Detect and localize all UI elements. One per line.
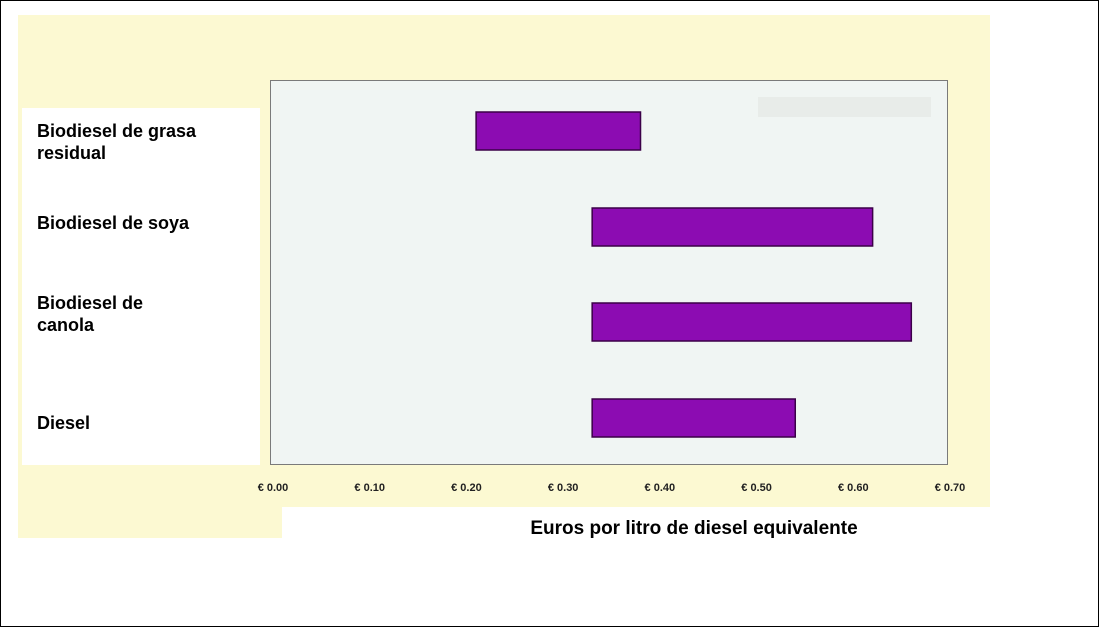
x-tick-label: € 0.10 <box>354 482 385 494</box>
x-tick-label: € 0.20 <box>451 482 482 494</box>
bar-1 <box>591 207 874 247</box>
slide-background-foot <box>18 505 282 538</box>
legend-placeholder <box>758 97 931 117</box>
bar-0 <box>475 111 642 151</box>
bar-3 <box>591 398 797 438</box>
category-label-soya: Biodiesel de soya <box>37 213 190 233</box>
x-tick-label: € 0.70 <box>935 482 966 494</box>
category-label-canola: Biodiesel de canola <box>37 293 144 335</box>
x-tick-label: € 0.30 <box>548 482 579 494</box>
x-tick-label: € 0.40 <box>645 482 676 494</box>
x-tick-label: € 0.00 <box>258 482 289 494</box>
x-tick-label: € 0.60 <box>838 482 869 494</box>
bar-2 <box>591 302 913 342</box>
x-tick-label: € 0.50 <box>741 482 772 494</box>
x-axis-label: Euros por litro de diesel equivalente <box>530 518 858 539</box>
category-label-grasa: Biodiesel de grasa residual <box>37 121 197 163</box>
category-label-diesel: Diesel <box>37 413 91 433</box>
category-label-panel: Biodiesel de grasa residual Biodiesel de… <box>22 108 260 465</box>
